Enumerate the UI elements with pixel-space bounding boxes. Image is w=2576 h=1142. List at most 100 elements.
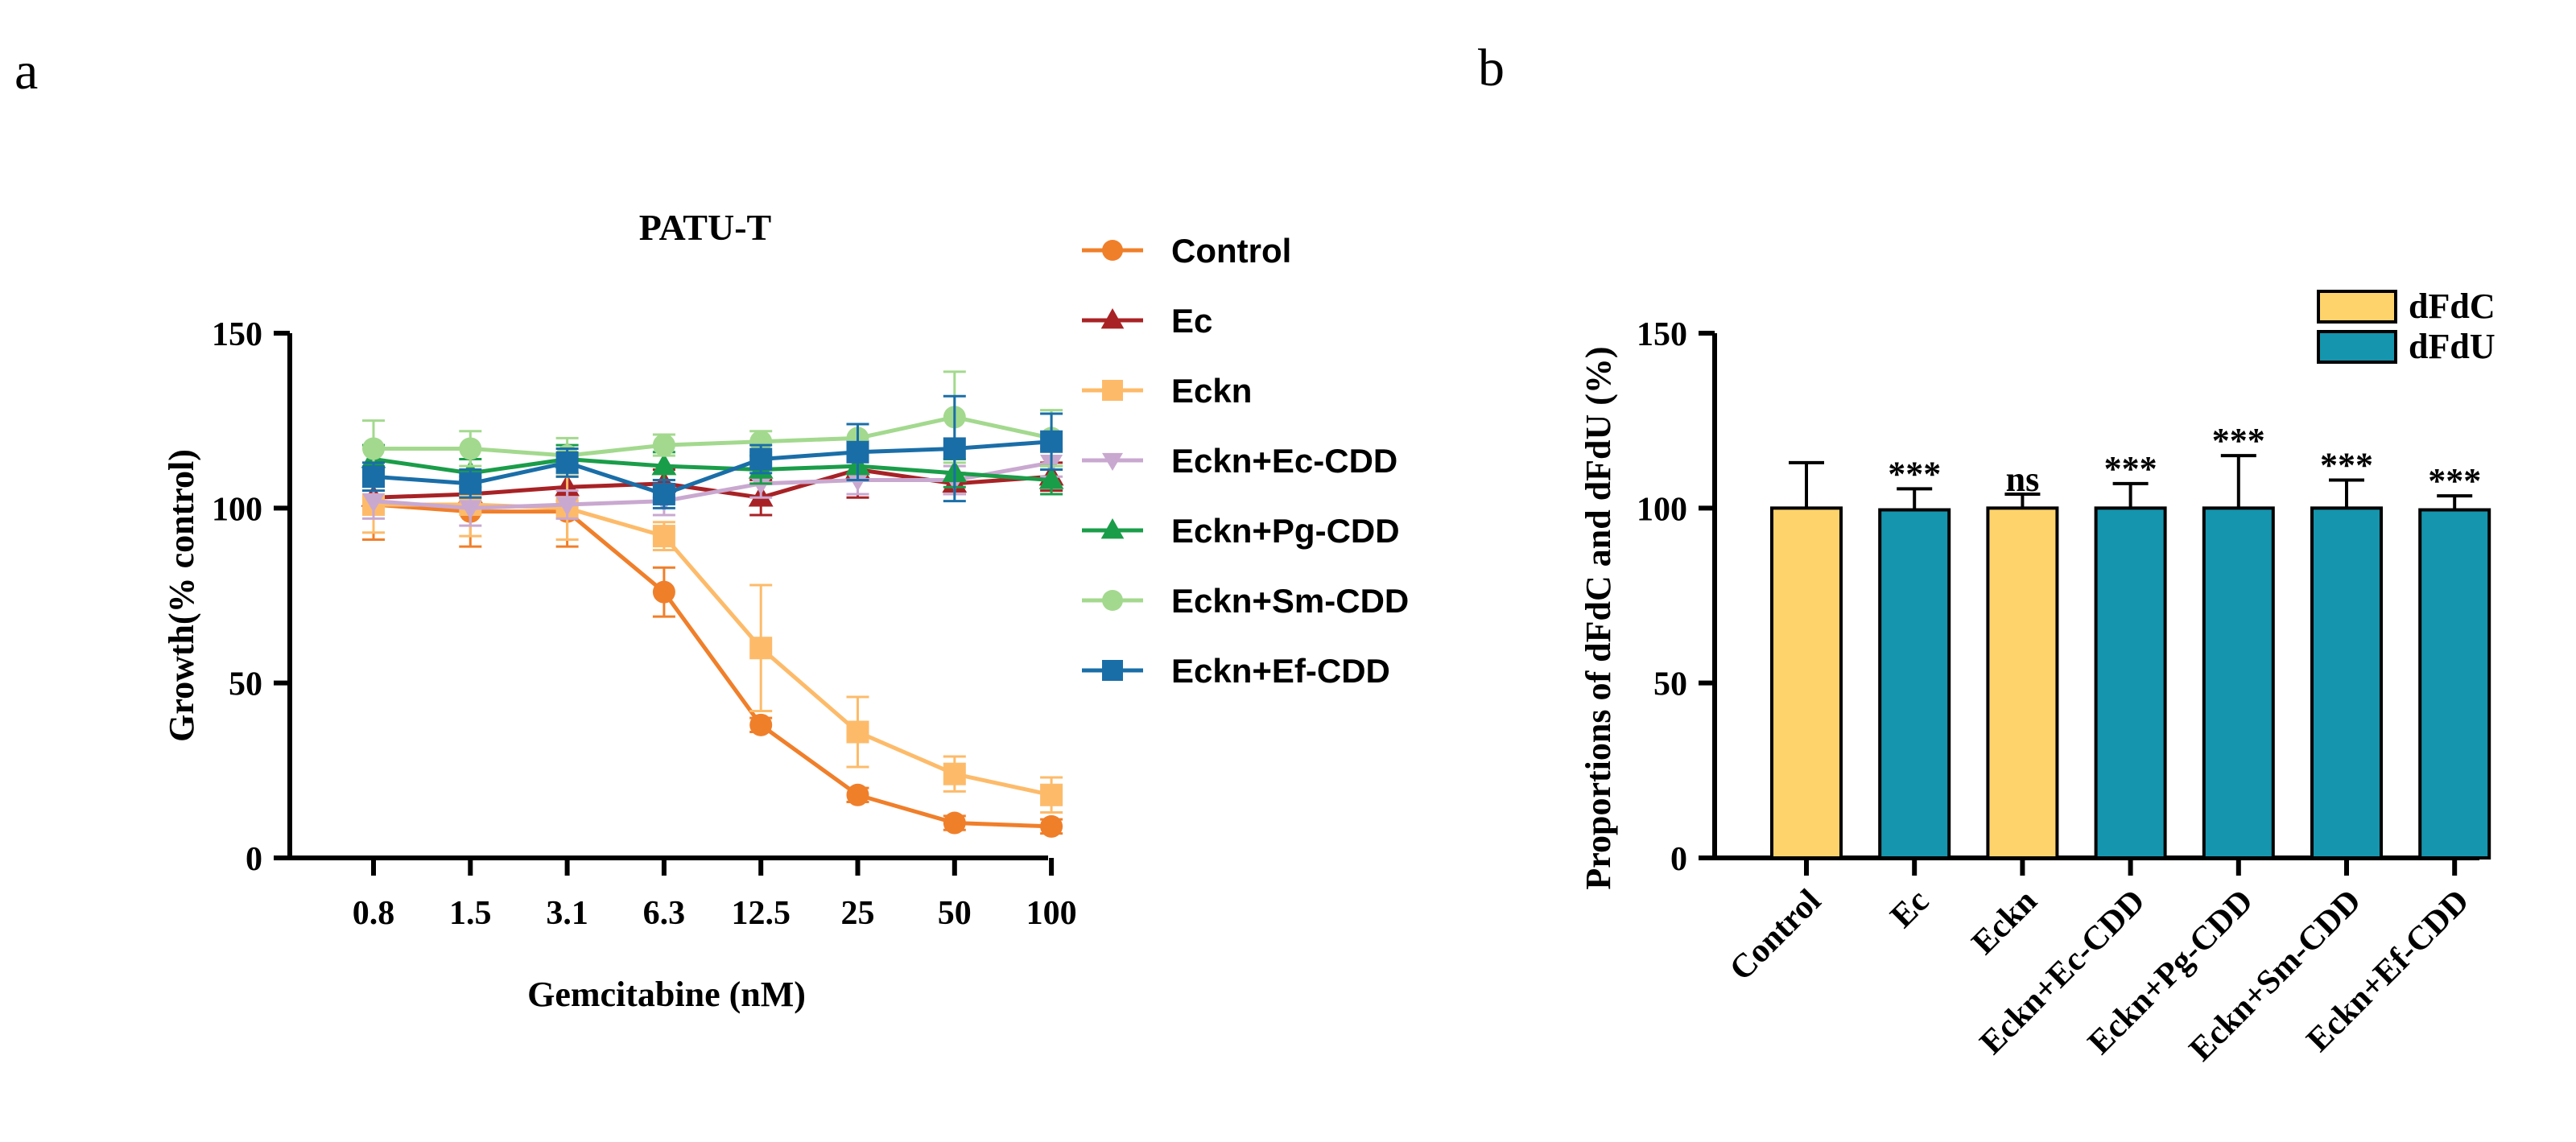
y-tick-label: 100 [1637, 491, 1687, 528]
bars-group: *** ns *** *** *** *** [1770, 421, 2491, 860]
legend-item: Eckn+Sm-CDD [1082, 582, 1409, 620]
chart-b-ylabel: Proportions of dFdC and dFdU (%) [1579, 346, 1618, 889]
bar [2418, 508, 2491, 860]
legend-label: dFdC [2409, 287, 2496, 326]
series-line [373, 460, 1052, 510]
chart-a-title: PATU-T [639, 207, 771, 248]
data-point [651, 453, 677, 476]
legend-item: dFdC [2317, 287, 2496, 326]
bar [1770, 506, 1843, 860]
data-point [846, 472, 869, 492]
panel-label-b: b [1478, 39, 1505, 97]
y-tick-label: 0 [246, 841, 262, 878]
x-tick-label: 0.8 [353, 895, 395, 932]
x-tick-label: 12.5 [731, 895, 791, 932]
data-point [652, 580, 675, 604]
y-tick-label: 0 [1670, 841, 1687, 878]
y-tick-label: 100 [212, 491, 262, 528]
y-tick-label: 150 [212, 316, 262, 353]
series-line [374, 414, 1052, 458]
series-line [374, 502, 1052, 798]
panel-label-a: a [14, 42, 38, 101]
x-tick-label: Eckn [1965, 883, 2045, 963]
y-axis-ticks: 0 50 100 150 [1637, 316, 1715, 878]
legend-swatch [2317, 330, 2397, 364]
legend-label: Eckn+Ec-CDD [1171, 442, 1397, 480]
bar [2310, 506, 2383, 860]
significance-label: ns [2006, 460, 2040, 499]
legend-label: Control [1171, 232, 1291, 270]
data-point [555, 451, 579, 474]
data-point [652, 482, 675, 505]
x-tick-label: 3.1 [546, 895, 588, 932]
legend-marker [1102, 380, 1123, 401]
series-eckn-sm-cdd [362, 370, 1063, 478]
legend-item: Eckn+Pg-CDD [1082, 512, 1400, 550]
chart-a-ylabel: Growth(% control) [162, 449, 201, 742]
data-point [943, 811, 966, 835]
data-point [749, 430, 773, 453]
significance-label: *** [1888, 454, 1941, 493]
series-line [373, 439, 1052, 497]
data-point [362, 437, 385, 460]
legend-item: Ec [1082, 302, 1212, 340]
bar [1878, 508, 1951, 860]
bar [2094, 506, 2167, 860]
legend-label: Ec [1171, 302, 1212, 340]
data-point [943, 437, 966, 460]
data-point [1038, 467, 1064, 489]
legend-item: Eckn+Ec-CDD [1082, 442, 1397, 480]
data-point [1040, 783, 1063, 806]
chart-a-xlabel: Gemcitabine (nM) [527, 975, 806, 1014]
significance-label: *** [2428, 461, 2481, 501]
legend-item: Control [1082, 232, 1291, 270]
bar [1986, 506, 2059, 860]
series-eckn [362, 472, 1063, 814]
y-axis-ticks: 0 50 100 150 [212, 316, 290, 878]
legend-label: Eckn+Pg-CDD [1171, 512, 1400, 550]
y-tick-label: 150 [1637, 316, 1687, 353]
legend-label: Eckn+Ef-CDD [1171, 652, 1390, 690]
data-point [846, 440, 869, 464]
data-point [846, 720, 869, 744]
data-point [459, 437, 482, 460]
x-tick-label: 25 [841, 895, 875, 932]
data-point [459, 472, 482, 495]
significance-label: *** [2320, 446, 2373, 485]
series-line [373, 502, 1052, 829]
significance-label: *** [2212, 421, 2265, 460]
x-tick-label: 6.3 [643, 895, 686, 932]
bar-chart: 0 50 100 150 Proportions of dFdC and dFdU (… [1579, 287, 2496, 1069]
data-point [749, 713, 773, 736]
bar [2202, 506, 2275, 860]
x-axis-ticks: Control Ec EcknEckn+Ec-CDDEckn+Pg-CDDEckn+… [1723, 858, 2476, 1069]
data-point [846, 783, 869, 806]
data-point [1040, 430, 1063, 453]
x-tick-label: 100 [1026, 895, 1077, 932]
data-point [749, 447, 773, 471]
data-point [362, 493, 385, 513]
legend-marker [1102, 240, 1123, 261]
data-point [1040, 814, 1063, 838]
data-point [652, 525, 675, 548]
legend-item: dFdU [2317, 327, 2496, 366]
y-tick-label: 50 [1653, 666, 1687, 703]
legend: Control Ec Eckn Eckn+Ec-CDD Eckn+Pg-CDD Eckn+… [1082, 232, 1409, 690]
x-axis-ticks: 0.8 1.5 3.1 6.3 12.5 25 50 100 [353, 858, 1077, 932]
x-tick-label: Ec [1884, 883, 1937, 936]
data-point [749, 637, 773, 660]
data-point [555, 497, 579, 516]
series-eckn-ef-cdd [362, 394, 1063, 509]
y-tick-label: 50 [229, 666, 262, 703]
x-tick-label: Control [1723, 883, 1828, 988]
data-point [362, 465, 385, 489]
significance-label: *** [2104, 449, 2157, 489]
data-point [459, 500, 482, 520]
legend-marker [1102, 660, 1123, 681]
legend-marker [1100, 518, 1125, 539]
legend-label: Eckn+Sm-CDD [1171, 582, 1409, 620]
data-point [652, 434, 675, 457]
legend-marker [1102, 590, 1123, 611]
